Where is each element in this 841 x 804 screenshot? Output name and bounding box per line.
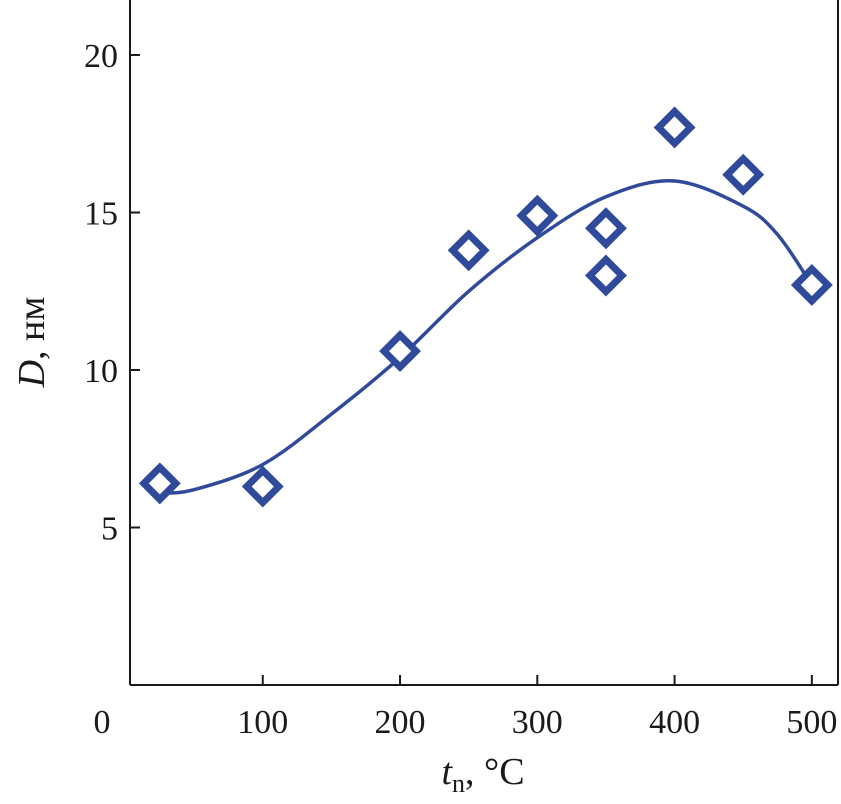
x-tick-label: 100	[237, 704, 288, 741]
y-tick-label: 5	[101, 511, 118, 548]
y-axis-title-main: D	[11, 360, 53, 388]
x-tick-label: 400	[649, 704, 700, 741]
data-point-marker	[138, 462, 181, 505]
plot-frame	[129, 0, 839, 686]
data-point-marker	[241, 465, 284, 508]
y-axis-title: D, нм	[11, 297, 53, 389]
data-point-marker	[653, 106, 696, 149]
data-point-marker	[447, 229, 490, 272]
y-axis-ticks: 5 10 15 20	[84, 38, 140, 548]
x-axis-title-sub: n	[452, 769, 465, 798]
data-markers-layer	[138, 106, 833, 508]
y-axis-title-unit: , нм	[11, 297, 53, 360]
data-point-marker	[516, 194, 559, 237]
x-tick-label: 200	[375, 704, 426, 741]
data-point-marker	[584, 254, 627, 297]
x-axis-ticks: 0 100 200 300 400 500	[94, 675, 837, 741]
fit-curve-layer	[159, 179, 814, 495]
x-axis-title-unit: , °C	[465, 751, 525, 793]
y-tick-label: 15	[84, 196, 118, 233]
y-tick-label: 20	[84, 38, 118, 75]
fit-curve	[159, 179, 814, 495]
x-tick-label: 500	[786, 704, 837, 741]
data-point-marker	[584, 207, 627, 250]
y-tick-label: 10	[84, 353, 118, 390]
data-point-marker	[722, 153, 765, 196]
data-point-marker	[790, 264, 833, 306]
x-tick-label: 0	[94, 704, 111, 741]
x-axis-title: tn, °C	[441, 751, 524, 798]
x-axis-title-main: t	[441, 751, 453, 793]
data-point-marker	[379, 330, 421, 373]
x-tick-label: 300	[512, 704, 563, 741]
